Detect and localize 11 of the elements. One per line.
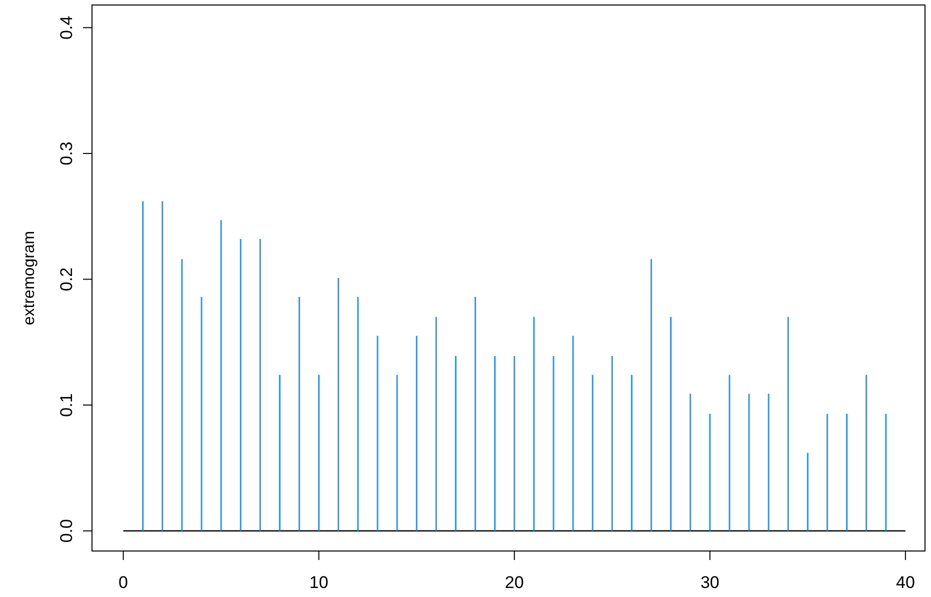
y-tick-label: 0.1 (57, 393, 76, 417)
y-tick-label: 0.4 (57, 16, 76, 40)
y-tick-label: 0.0 (57, 519, 76, 543)
y-tick-label: 0.3 (57, 142, 76, 166)
x-tick-label: 10 (309, 573, 328, 592)
x-tick-label: 40 (896, 573, 915, 592)
x-tick-label: 30 (700, 573, 720, 592)
x-tick-label: 20 (504, 573, 524, 592)
y-tick-label: 0.2 (57, 267, 76, 292)
y-axis-title: extremogram (21, 230, 38, 326)
x-tick-label: 0 (118, 573, 128, 592)
